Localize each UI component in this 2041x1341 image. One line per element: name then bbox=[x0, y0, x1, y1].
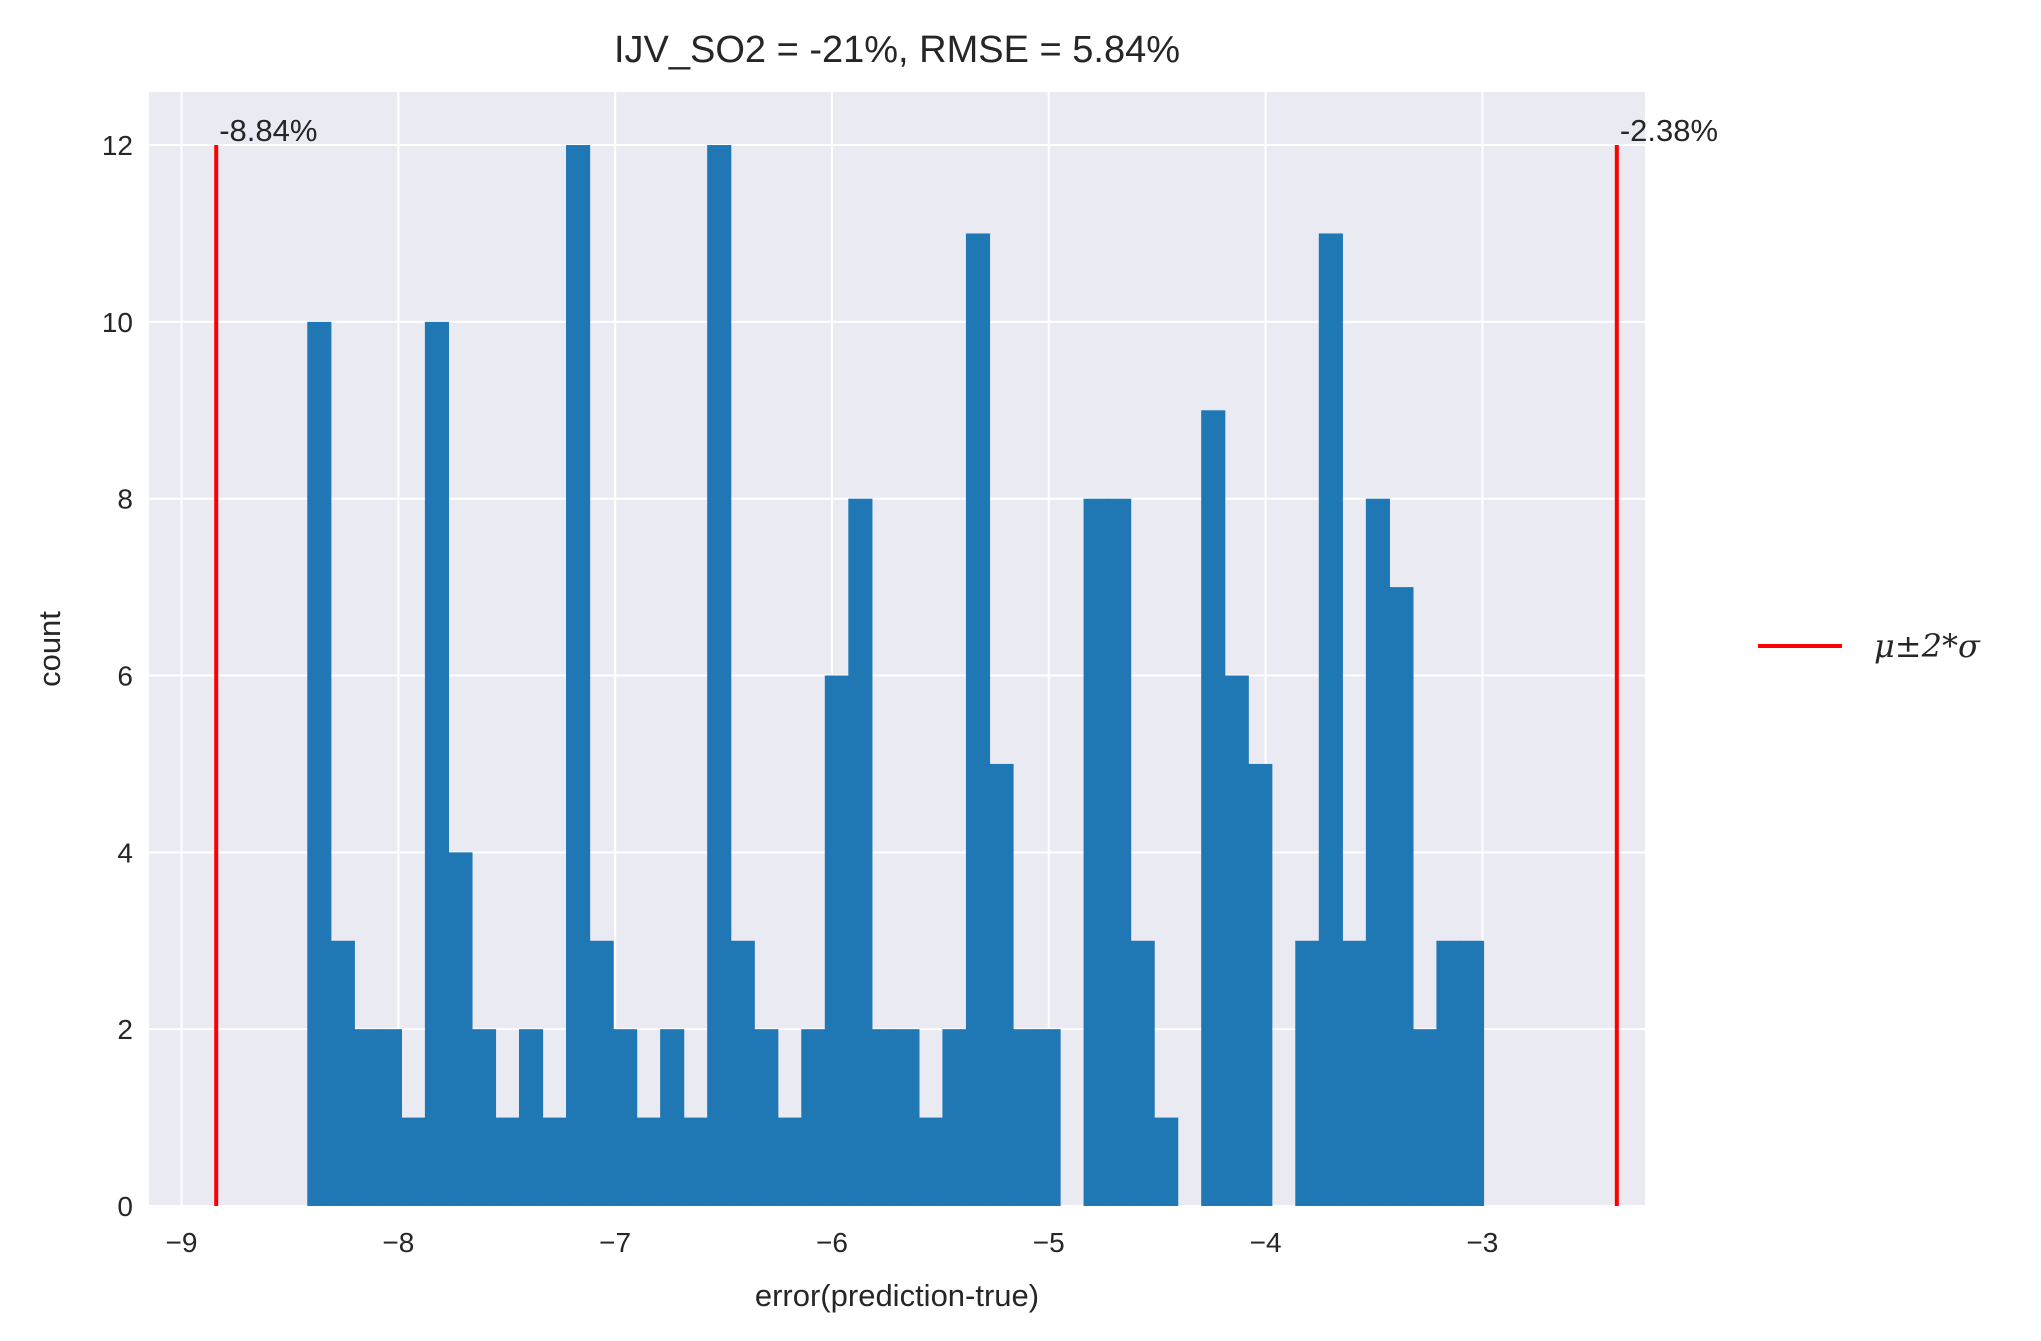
y-tick-label: 2 bbox=[117, 1014, 133, 1045]
x-tick-label: −8 bbox=[382, 1227, 414, 1258]
histogram-bar bbox=[824, 675, 849, 1206]
histogram-bar bbox=[1389, 587, 1414, 1206]
histogram-bar bbox=[1012, 1029, 1038, 1206]
x-tick-label: −6 bbox=[816, 1227, 848, 1258]
histogram-bar bbox=[566, 145, 591, 1207]
histogram-bar bbox=[471, 1029, 497, 1206]
histogram-bar bbox=[871, 1029, 896, 1206]
x-tick-label: −9 bbox=[166, 1227, 198, 1258]
histogram-bar bbox=[1224, 675, 1249, 1206]
histogram-bar bbox=[1318, 233, 1343, 1206]
x-tick-label: −5 bbox=[1033, 1227, 1065, 1258]
histogram-bar bbox=[354, 1029, 379, 1206]
histogram-bar bbox=[730, 940, 755, 1206]
histogram-bar bbox=[1365, 498, 1390, 1206]
x-tick-label: −3 bbox=[1466, 1227, 1498, 1258]
y-tick-label: 0 bbox=[117, 1191, 133, 1222]
histogram-bar bbox=[754, 1029, 779, 1206]
histogram-bar bbox=[542, 1117, 567, 1206]
histogram-bar bbox=[1083, 498, 1108, 1206]
histogram-bar bbox=[330, 940, 355, 1206]
y-tick-label: 8 bbox=[117, 484, 133, 515]
histogram-bar bbox=[495, 1117, 520, 1206]
histogram-bar bbox=[1036, 1029, 1061, 1206]
histogram-bar bbox=[707, 145, 732, 1207]
histogram-bar bbox=[1154, 1117, 1179, 1206]
histogram-bar bbox=[401, 1117, 426, 1206]
legend-label: μ±2*σ bbox=[1874, 627, 1981, 665]
histogram-bar bbox=[1130, 940, 1155, 1206]
histogram-bar bbox=[918, 1117, 944, 1206]
histogram-bar bbox=[636, 1117, 661, 1206]
histogram-bar bbox=[1248, 763, 1273, 1206]
reference-lines bbox=[214, 145, 1619, 1206]
histogram-bar bbox=[683, 1117, 708, 1206]
histogram-bar bbox=[989, 763, 1014, 1206]
histogram-bar bbox=[942, 1029, 967, 1206]
y-tick-label: 4 bbox=[117, 837, 133, 868]
histogram-bar bbox=[1436, 940, 1461, 1206]
histogram-bar bbox=[613, 1029, 638, 1206]
x-axis-label: error(prediction-true) bbox=[755, 1278, 1039, 1313]
histogram-bar bbox=[777, 1117, 802, 1206]
y-tick-label: 12 bbox=[102, 130, 133, 161]
histogram-bar bbox=[307, 321, 332, 1206]
histogram-bar bbox=[1412, 1029, 1438, 1206]
histogram-bar bbox=[589, 940, 614, 1206]
reference-label-upper: -2.38% bbox=[1620, 113, 1718, 148]
x-tick-label: −4 bbox=[1250, 1227, 1282, 1258]
y-tick-label: 6 bbox=[117, 661, 133, 692]
histogram-bar bbox=[801, 1029, 826, 1206]
histogram-bar bbox=[424, 321, 450, 1206]
histogram-bar bbox=[1459, 940, 1485, 1206]
y-tick-label: 10 bbox=[102, 307, 133, 338]
histogram-bar bbox=[895, 1029, 920, 1206]
histogram-bar bbox=[377, 1029, 402, 1206]
reference-line-labels: -8.84% -2.38% bbox=[219, 113, 1718, 148]
histogram-bar bbox=[1295, 940, 1320, 1206]
histogram-bar bbox=[1342, 940, 1367, 1206]
histogram-bar bbox=[660, 1029, 685, 1206]
histogram-bar bbox=[518, 1029, 544, 1206]
histogram-bars bbox=[307, 145, 1485, 1207]
legend: μ±2*σ bbox=[1758, 627, 1981, 665]
histogram-bar bbox=[1201, 410, 1226, 1206]
y-axis-label: count bbox=[32, 611, 67, 687]
histogram-bar bbox=[1107, 498, 1132, 1206]
x-tick-labels: −9 −8 −7 −6 −5 −4 −3 bbox=[166, 1227, 1499, 1258]
x-tick-label: −7 bbox=[599, 1227, 631, 1258]
chart-title: IJV_SO2 = -21%, RMSE = 5.84% bbox=[614, 29, 1180, 71]
y-tick-labels: 0 2 4 6 8 10 12 bbox=[102, 130, 133, 1222]
histogram-bar bbox=[848, 498, 873, 1206]
reference-label-lower: -8.84% bbox=[219, 113, 317, 148]
histogram-bar bbox=[448, 852, 473, 1206]
histogram-bar bbox=[965, 233, 991, 1206]
